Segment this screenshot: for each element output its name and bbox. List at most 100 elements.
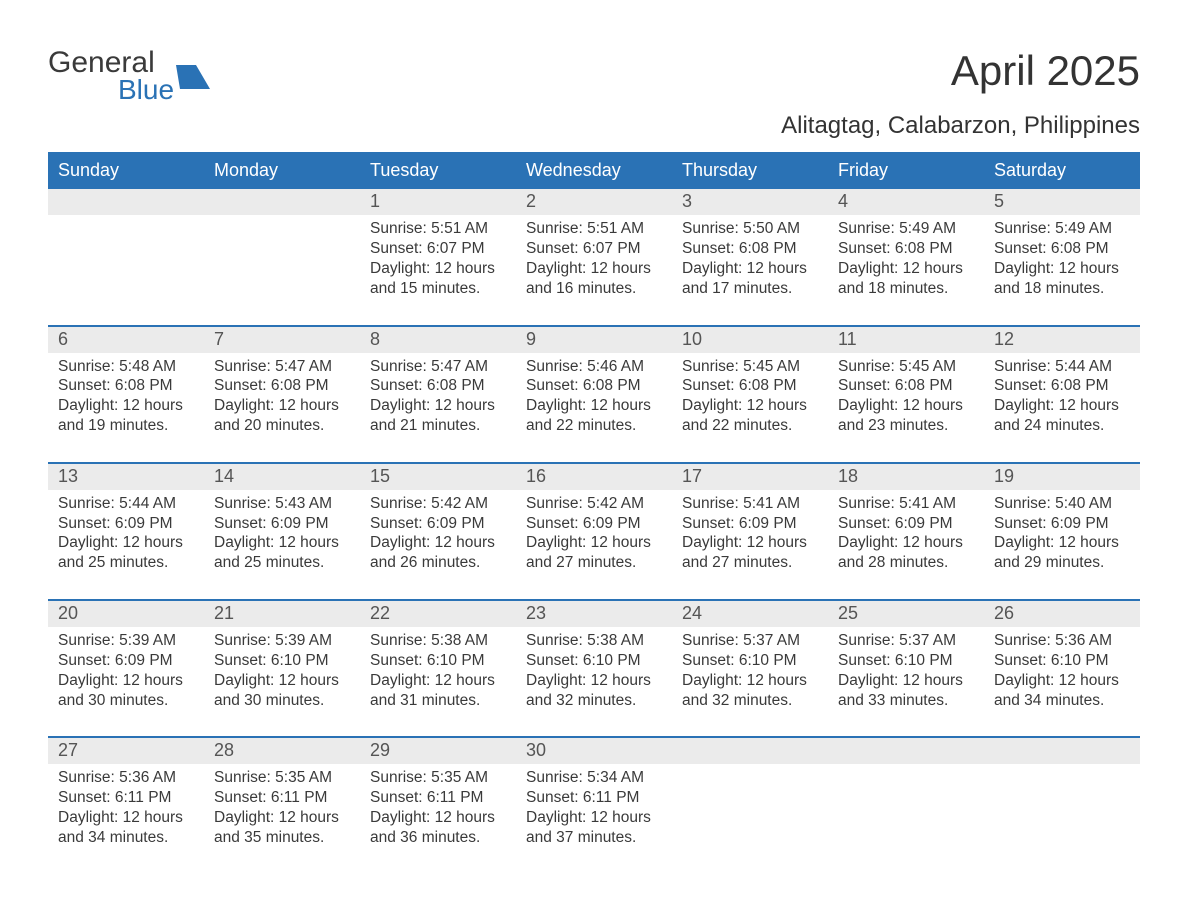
- sunrise-line: Sunrise: 5:42 AM: [526, 494, 662, 514]
- sunrise-line: Sunrise: 5:43 AM: [214, 494, 350, 514]
- calendar-cell: [984, 737, 1140, 873]
- day-details: [204, 215, 360, 315]
- brand-text: General Blue: [48, 48, 174, 104]
- daylight-line: Daylight: 12 hours and 20 minutes.: [214, 396, 350, 436]
- day-details: Sunrise: 5:36 AMSunset: 6:11 PMDaylight:…: [48, 764, 204, 873]
- day-details: Sunrise: 5:46 AMSunset: 6:08 PMDaylight:…: [516, 353, 672, 462]
- daylight-line: Daylight: 12 hours and 25 minutes.: [214, 533, 350, 573]
- calendar-week-row: 20Sunrise: 5:39 AMSunset: 6:09 PMDayligh…: [48, 600, 1140, 737]
- day-header: Thursday: [672, 153, 828, 188]
- calendar-cell: 13Sunrise: 5:44 AMSunset: 6:09 PMDayligh…: [48, 463, 204, 600]
- day-details: [984, 764, 1140, 864]
- sunrise-line: Sunrise: 5:37 AM: [682, 631, 818, 651]
- sunrise-line: Sunrise: 5:47 AM: [370, 357, 506, 377]
- calendar-cell: 1Sunrise: 5:51 AMSunset: 6:07 PMDaylight…: [360, 188, 516, 325]
- calendar-cell: 6Sunrise: 5:48 AMSunset: 6:08 PMDaylight…: [48, 326, 204, 463]
- daylight-line: Daylight: 12 hours and 34 minutes.: [58, 808, 194, 848]
- day-details: Sunrise: 5:35 AMSunset: 6:11 PMDaylight:…: [204, 764, 360, 873]
- sunrise-line: Sunrise: 5:40 AM: [994, 494, 1130, 514]
- calendar-cell: 16Sunrise: 5:42 AMSunset: 6:09 PMDayligh…: [516, 463, 672, 600]
- brand-line2: Blue: [118, 76, 174, 104]
- day-number: 29: [360, 738, 516, 764]
- day-details: Sunrise: 5:40 AMSunset: 6:09 PMDaylight:…: [984, 490, 1140, 599]
- calendar-week-row: 13Sunrise: 5:44 AMSunset: 6:09 PMDayligh…: [48, 463, 1140, 600]
- daylight-line: Daylight: 12 hours and 32 minutes.: [682, 671, 818, 711]
- sunrise-line: Sunrise: 5:38 AM: [370, 631, 506, 651]
- sunrise-line: Sunrise: 5:37 AM: [838, 631, 974, 651]
- day-number: 12: [984, 327, 1140, 353]
- calendar-cell: 30Sunrise: 5:34 AMSunset: 6:11 PMDayligh…: [516, 737, 672, 873]
- day-details: Sunrise: 5:45 AMSunset: 6:08 PMDaylight:…: [828, 353, 984, 462]
- day-details: Sunrise: 5:37 AMSunset: 6:10 PMDaylight:…: [828, 627, 984, 736]
- day-details: Sunrise: 5:44 AMSunset: 6:08 PMDaylight:…: [984, 353, 1140, 462]
- daylight-line: Daylight: 12 hours and 23 minutes.: [838, 396, 974, 436]
- day-details: Sunrise: 5:49 AMSunset: 6:08 PMDaylight:…: [984, 215, 1140, 324]
- daylight-line: Daylight: 12 hours and 27 minutes.: [682, 533, 818, 573]
- day-header: Saturday: [984, 153, 1140, 188]
- day-details: Sunrise: 5:44 AMSunset: 6:09 PMDaylight:…: [48, 490, 204, 599]
- sunrise-line: Sunrise: 5:45 AM: [682, 357, 818, 377]
- calendar-cell: 27Sunrise: 5:36 AMSunset: 6:11 PMDayligh…: [48, 737, 204, 873]
- day-details: Sunrise: 5:51 AMSunset: 6:07 PMDaylight:…: [516, 215, 672, 324]
- daylight-line: Daylight: 12 hours and 33 minutes.: [838, 671, 974, 711]
- sunset-line: Sunset: 6:08 PM: [370, 376, 506, 396]
- day-number: 25: [828, 601, 984, 627]
- calendar-cell: [48, 188, 204, 325]
- day-number: [984, 738, 1140, 764]
- daylight-line: Daylight: 12 hours and 31 minutes.: [370, 671, 506, 711]
- day-number: [204, 189, 360, 215]
- day-details: [672, 764, 828, 864]
- day-number: 26: [984, 601, 1140, 627]
- sunset-line: Sunset: 6:11 PM: [526, 788, 662, 808]
- calendar-cell: [204, 188, 360, 325]
- sunset-line: Sunset: 6:11 PM: [214, 788, 350, 808]
- sunset-line: Sunset: 6:08 PM: [682, 239, 818, 259]
- daylight-line: Daylight: 12 hours and 35 minutes.: [214, 808, 350, 848]
- day-details: Sunrise: 5:34 AMSunset: 6:11 PMDaylight:…: [516, 764, 672, 873]
- day-details: Sunrise: 5:48 AMSunset: 6:08 PMDaylight:…: [48, 353, 204, 462]
- calendar-cell: 4Sunrise: 5:49 AMSunset: 6:08 PMDaylight…: [828, 188, 984, 325]
- sunrise-line: Sunrise: 5:36 AM: [58, 768, 194, 788]
- sunset-line: Sunset: 6:08 PM: [214, 376, 350, 396]
- day-header: Monday: [204, 153, 360, 188]
- daylight-line: Daylight: 12 hours and 36 minutes.: [370, 808, 506, 848]
- day-number: 27: [48, 738, 204, 764]
- sunrise-line: Sunrise: 5:42 AM: [370, 494, 506, 514]
- brand-logo: General Blue: [48, 48, 210, 104]
- day-details: Sunrise: 5:41 AMSunset: 6:09 PMDaylight:…: [672, 490, 828, 599]
- sunset-line: Sunset: 6:10 PM: [994, 651, 1130, 671]
- day-details: Sunrise: 5:47 AMSunset: 6:08 PMDaylight:…: [360, 353, 516, 462]
- sunset-line: Sunset: 6:08 PM: [994, 376, 1130, 396]
- daylight-line: Daylight: 12 hours and 30 minutes.: [58, 671, 194, 711]
- calendar-cell: 28Sunrise: 5:35 AMSunset: 6:11 PMDayligh…: [204, 737, 360, 873]
- sunrise-line: Sunrise: 5:41 AM: [838, 494, 974, 514]
- sunrise-line: Sunrise: 5:39 AM: [58, 631, 194, 651]
- title-block: April 2025 Alitagtag, Calabarzon, Philip…: [781, 48, 1140, 140]
- daylight-line: Daylight: 12 hours and 19 minutes.: [58, 396, 194, 436]
- day-number: 28: [204, 738, 360, 764]
- calendar-cell: 2Sunrise: 5:51 AMSunset: 6:07 PMDaylight…: [516, 188, 672, 325]
- sunrise-line: Sunrise: 5:50 AM: [682, 219, 818, 239]
- calendar-cell: 22Sunrise: 5:38 AMSunset: 6:10 PMDayligh…: [360, 600, 516, 737]
- calendar-cell: 19Sunrise: 5:40 AMSunset: 6:09 PMDayligh…: [984, 463, 1140, 600]
- daylight-line: Daylight: 12 hours and 26 minutes.: [370, 533, 506, 573]
- sunrise-line: Sunrise: 5:49 AM: [994, 219, 1130, 239]
- daylight-line: Daylight: 12 hours and 30 minutes.: [214, 671, 350, 711]
- day-details: Sunrise: 5:51 AMSunset: 6:07 PMDaylight:…: [360, 215, 516, 324]
- sunset-line: Sunset: 6:07 PM: [370, 239, 506, 259]
- calendar-cell: 29Sunrise: 5:35 AMSunset: 6:11 PMDayligh…: [360, 737, 516, 873]
- sunrise-line: Sunrise: 5:46 AM: [526, 357, 662, 377]
- day-header: Friday: [828, 153, 984, 188]
- calendar-cell: 17Sunrise: 5:41 AMSunset: 6:09 PMDayligh…: [672, 463, 828, 600]
- daylight-line: Daylight: 12 hours and 24 minutes.: [994, 396, 1130, 436]
- calendar-cell: 7Sunrise: 5:47 AMSunset: 6:08 PMDaylight…: [204, 326, 360, 463]
- daylight-line: Daylight: 12 hours and 18 minutes.: [838, 259, 974, 299]
- calendar-cell: 3Sunrise: 5:50 AMSunset: 6:08 PMDaylight…: [672, 188, 828, 325]
- sunset-line: Sunset: 6:09 PM: [58, 514, 194, 534]
- sunset-line: Sunset: 6:08 PM: [526, 376, 662, 396]
- sunset-line: Sunset: 6:09 PM: [682, 514, 818, 534]
- daylight-line: Daylight: 12 hours and 28 minutes.: [838, 533, 974, 573]
- location-subtitle: Alitagtag, Calabarzon, Philippines: [781, 112, 1140, 140]
- calendar-table: SundayMondayTuesdayWednesdayThursdayFrid…: [48, 152, 1140, 874]
- daylight-line: Daylight: 12 hours and 25 minutes.: [58, 533, 194, 573]
